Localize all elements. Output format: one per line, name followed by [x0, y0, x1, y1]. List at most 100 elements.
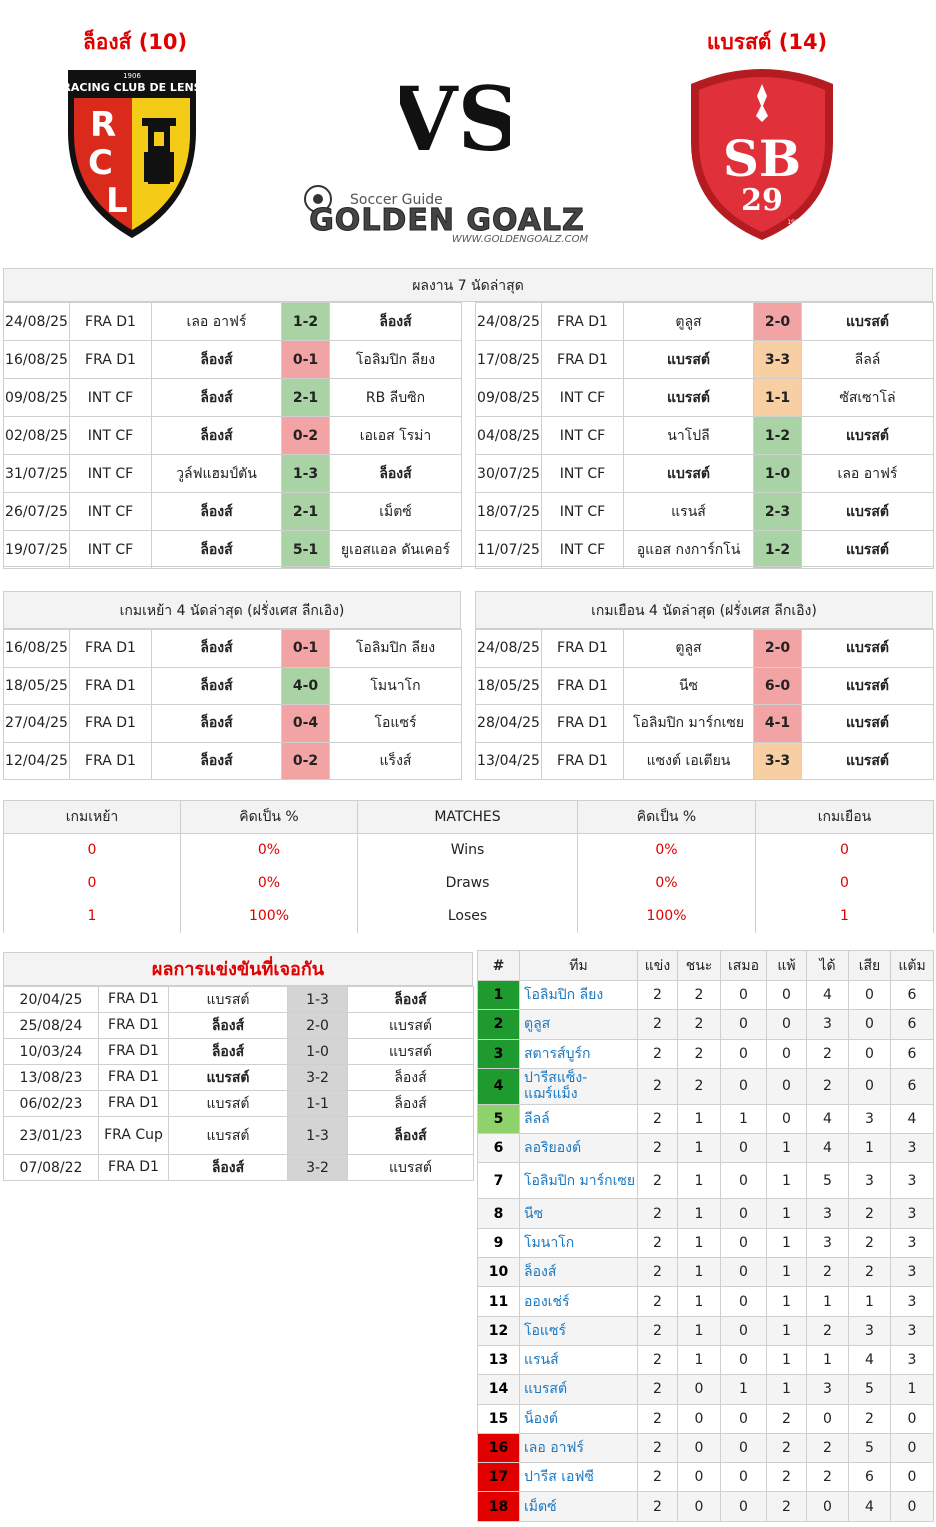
h2h-score: 1-0	[287, 1038, 348, 1065]
h2h-home-team: แบรสต์	[168, 1064, 288, 1091]
standings-team-link[interactable]: ตูลูส	[519, 1009, 638, 1040]
standings-stat: 0	[890, 1403, 934, 1434]
standings-rank: 2	[477, 1009, 520, 1040]
standings-team-link[interactable]: ปารีส เอฟซี	[519, 1462, 638, 1493]
away-team-logo: SB 29 1950	[691, 69, 833, 240]
match-competition: INT CF	[69, 454, 152, 493]
match-date: 11/07/25	[475, 530, 542, 569]
standings-team-link[interactable]: ปารีสแซ็ง-แฌร์แม็ง	[519, 1067, 638, 1105]
standings-team-link[interactable]: แรนส์	[519, 1344, 638, 1376]
summary-cell: 0%	[577, 833, 756, 867]
standings-stat: 0	[766, 1038, 807, 1069]
standings-team-link[interactable]: โอลิมปิก มาร์กเซย	[519, 1162, 638, 1200]
standings-stat: 0	[766, 1067, 807, 1105]
match-date: 24/08/25	[3, 302, 70, 341]
standings-team-link[interactable]: เม็ตซ์	[519, 1491, 638, 1522]
match-row: 24/08/25 FRA D1 ตูลูส 2-0 แบรสต์	[475, 302, 934, 341]
match-competition: FRA D1	[69, 741, 152, 780]
standings-stat: 3	[806, 1374, 849, 1405]
standings-team-link[interactable]: โอลิมปิก ลียง	[519, 979, 638, 1011]
standings-team-link[interactable]: ลีลล์	[519, 1103, 638, 1135]
match-score: 1-0	[753, 454, 802, 493]
match-row: 27/04/25 FRA D1 ล็องส์ 0-4 โอแซร์	[3, 704, 462, 743]
home-side-team: แบรสต์	[623, 378, 754, 417]
logo-founded-text: 1950	[787, 219, 802, 226]
h2h-row: 20/04/25 FRA D1 แบรสต์ 1-3 ล็องส์	[3, 986, 474, 1013]
match-date: 31/07/25	[3, 454, 70, 493]
match-competition: FRA D1	[541, 340, 624, 379]
match-competition: FRA D1	[541, 704, 624, 743]
standings-rank: 18	[477, 1491, 520, 1522]
match-date: 24/08/25	[475, 302, 542, 341]
standings-header: ได้	[806, 950, 849, 981]
match-score: 3-3	[753, 340, 802, 379]
standings-team-link[interactable]: นีซ	[519, 1198, 638, 1229]
match-row: 26/07/25 INT CF ล็องส์ 2-1 เม็ตซ์	[3, 492, 462, 531]
h2h-row: 13/08/23 FRA D1 แบรสต์ 3-2 ล็องส์	[3, 1064, 474, 1091]
h2h-away-team: ล็องส์	[347, 986, 474, 1013]
match-score: 0-1	[281, 340, 330, 379]
standings-team-link[interactable]: น็องต์	[519, 1403, 638, 1434]
match-date: 28/04/25	[475, 704, 542, 743]
match-score: 2-1	[281, 378, 330, 417]
standings-stat: 0	[766, 1103, 807, 1135]
match-score: 0-1	[281, 629, 330, 668]
standings-stat: 1	[677, 1198, 721, 1229]
standings-team-link[interactable]: แบรสต์	[519, 1374, 638, 1405]
standings-rank: 3	[477, 1038, 520, 1069]
match-date: 19/07/25	[3, 530, 70, 569]
standings-rank: 6	[477, 1133, 520, 1164]
standings-rank: 9	[477, 1227, 520, 1259]
h2h-score: 1-3	[287, 986, 348, 1013]
standings-stat: 4	[806, 979, 849, 1011]
standings-stat: 3	[890, 1227, 934, 1259]
standings-rank: 14	[477, 1374, 520, 1405]
standings-team-link[interactable]: โอแซร์	[519, 1315, 638, 1346]
summary-table: เกมเหย้า คิดเป็น % MATCHES คิดเป็น % เกมเยือ…	[3, 800, 934, 933]
standings-stat: 2	[637, 1133, 678, 1164]
home-side-team: ล็องส์	[151, 666, 282, 705]
standings-stat: 2	[637, 1491, 678, 1522]
match-row: 02/08/25 INT CF ล็องส์ 0-2 เอเอส โรม่า	[3, 416, 462, 455]
standings-stat: 2	[848, 1198, 891, 1229]
standings-stat: 0	[677, 1462, 721, 1493]
standings-stat: 0	[720, 1257, 767, 1288]
match-competition: FRA D1	[541, 629, 624, 668]
standings-row: 6 ลอริยองต์ 2 1 0 1 4 1 3	[477, 1133, 934, 1164]
standings-stat: 0	[720, 1344, 767, 1376]
standings-stat: 2	[637, 1038, 678, 1069]
standings-stat: 0	[890, 1491, 934, 1522]
standings-team-link[interactable]: เลอ อาฟร์	[519, 1432, 638, 1464]
standings-team-link[interactable]: โมนาโก	[519, 1227, 638, 1259]
standings-team-link[interactable]: ลอริยองต์	[519, 1133, 638, 1164]
standings-rank: 13	[477, 1344, 520, 1376]
home-side-team: แรนส์	[623, 492, 754, 531]
brand-tagline: Soccer Guide	[350, 192, 443, 208]
home-side-team: ล็องส์	[151, 530, 282, 569]
match-row: 28/04/25 FRA D1 โอลิมปิก มาร์กเซย 4-1 แบรสต์	[475, 704, 934, 743]
match-competition: FRA D1	[69, 340, 152, 379]
away-side-team: แร็งส์	[329, 741, 462, 780]
match-score: 1-3	[281, 454, 330, 493]
standings-header: แข่ง	[637, 950, 678, 981]
away-side-team: RB ลีบซิก	[329, 378, 462, 417]
match-date: 18/05/25	[3, 666, 70, 705]
h2h-row: 23/01/23 FRA Cup แบรสต์ 1-3 ล็องส์	[3, 1116, 474, 1155]
h2h-competition: FRA D1	[98, 1090, 169, 1117]
standings-stat: 3	[890, 1198, 934, 1229]
standings-stat: 1	[766, 1162, 807, 1200]
standings-team-link[interactable]: สตารส์บูร์ก	[519, 1038, 638, 1069]
standings-stat: 0	[720, 1067, 767, 1105]
home-side-team: วูล์ฟแฮมป์ตัน	[151, 454, 282, 493]
standings-team-link[interactable]: ล็องส์	[519, 1257, 638, 1288]
standings-stat: 2	[637, 1257, 678, 1288]
standings-stat: 3	[848, 1315, 891, 1346]
summary-cell: 100%	[180, 899, 358, 933]
standings-stat: 0	[720, 1038, 767, 1069]
h2h-score: 3-2	[287, 1154, 348, 1181]
standings-stat: 6	[890, 1038, 934, 1069]
standings-team-link[interactable]: อองเช่ร์	[519, 1286, 638, 1317]
match-competition: INT CF	[541, 378, 624, 417]
logo-number-text: 29	[741, 183, 783, 218]
standings-stat: 0	[677, 1432, 721, 1464]
